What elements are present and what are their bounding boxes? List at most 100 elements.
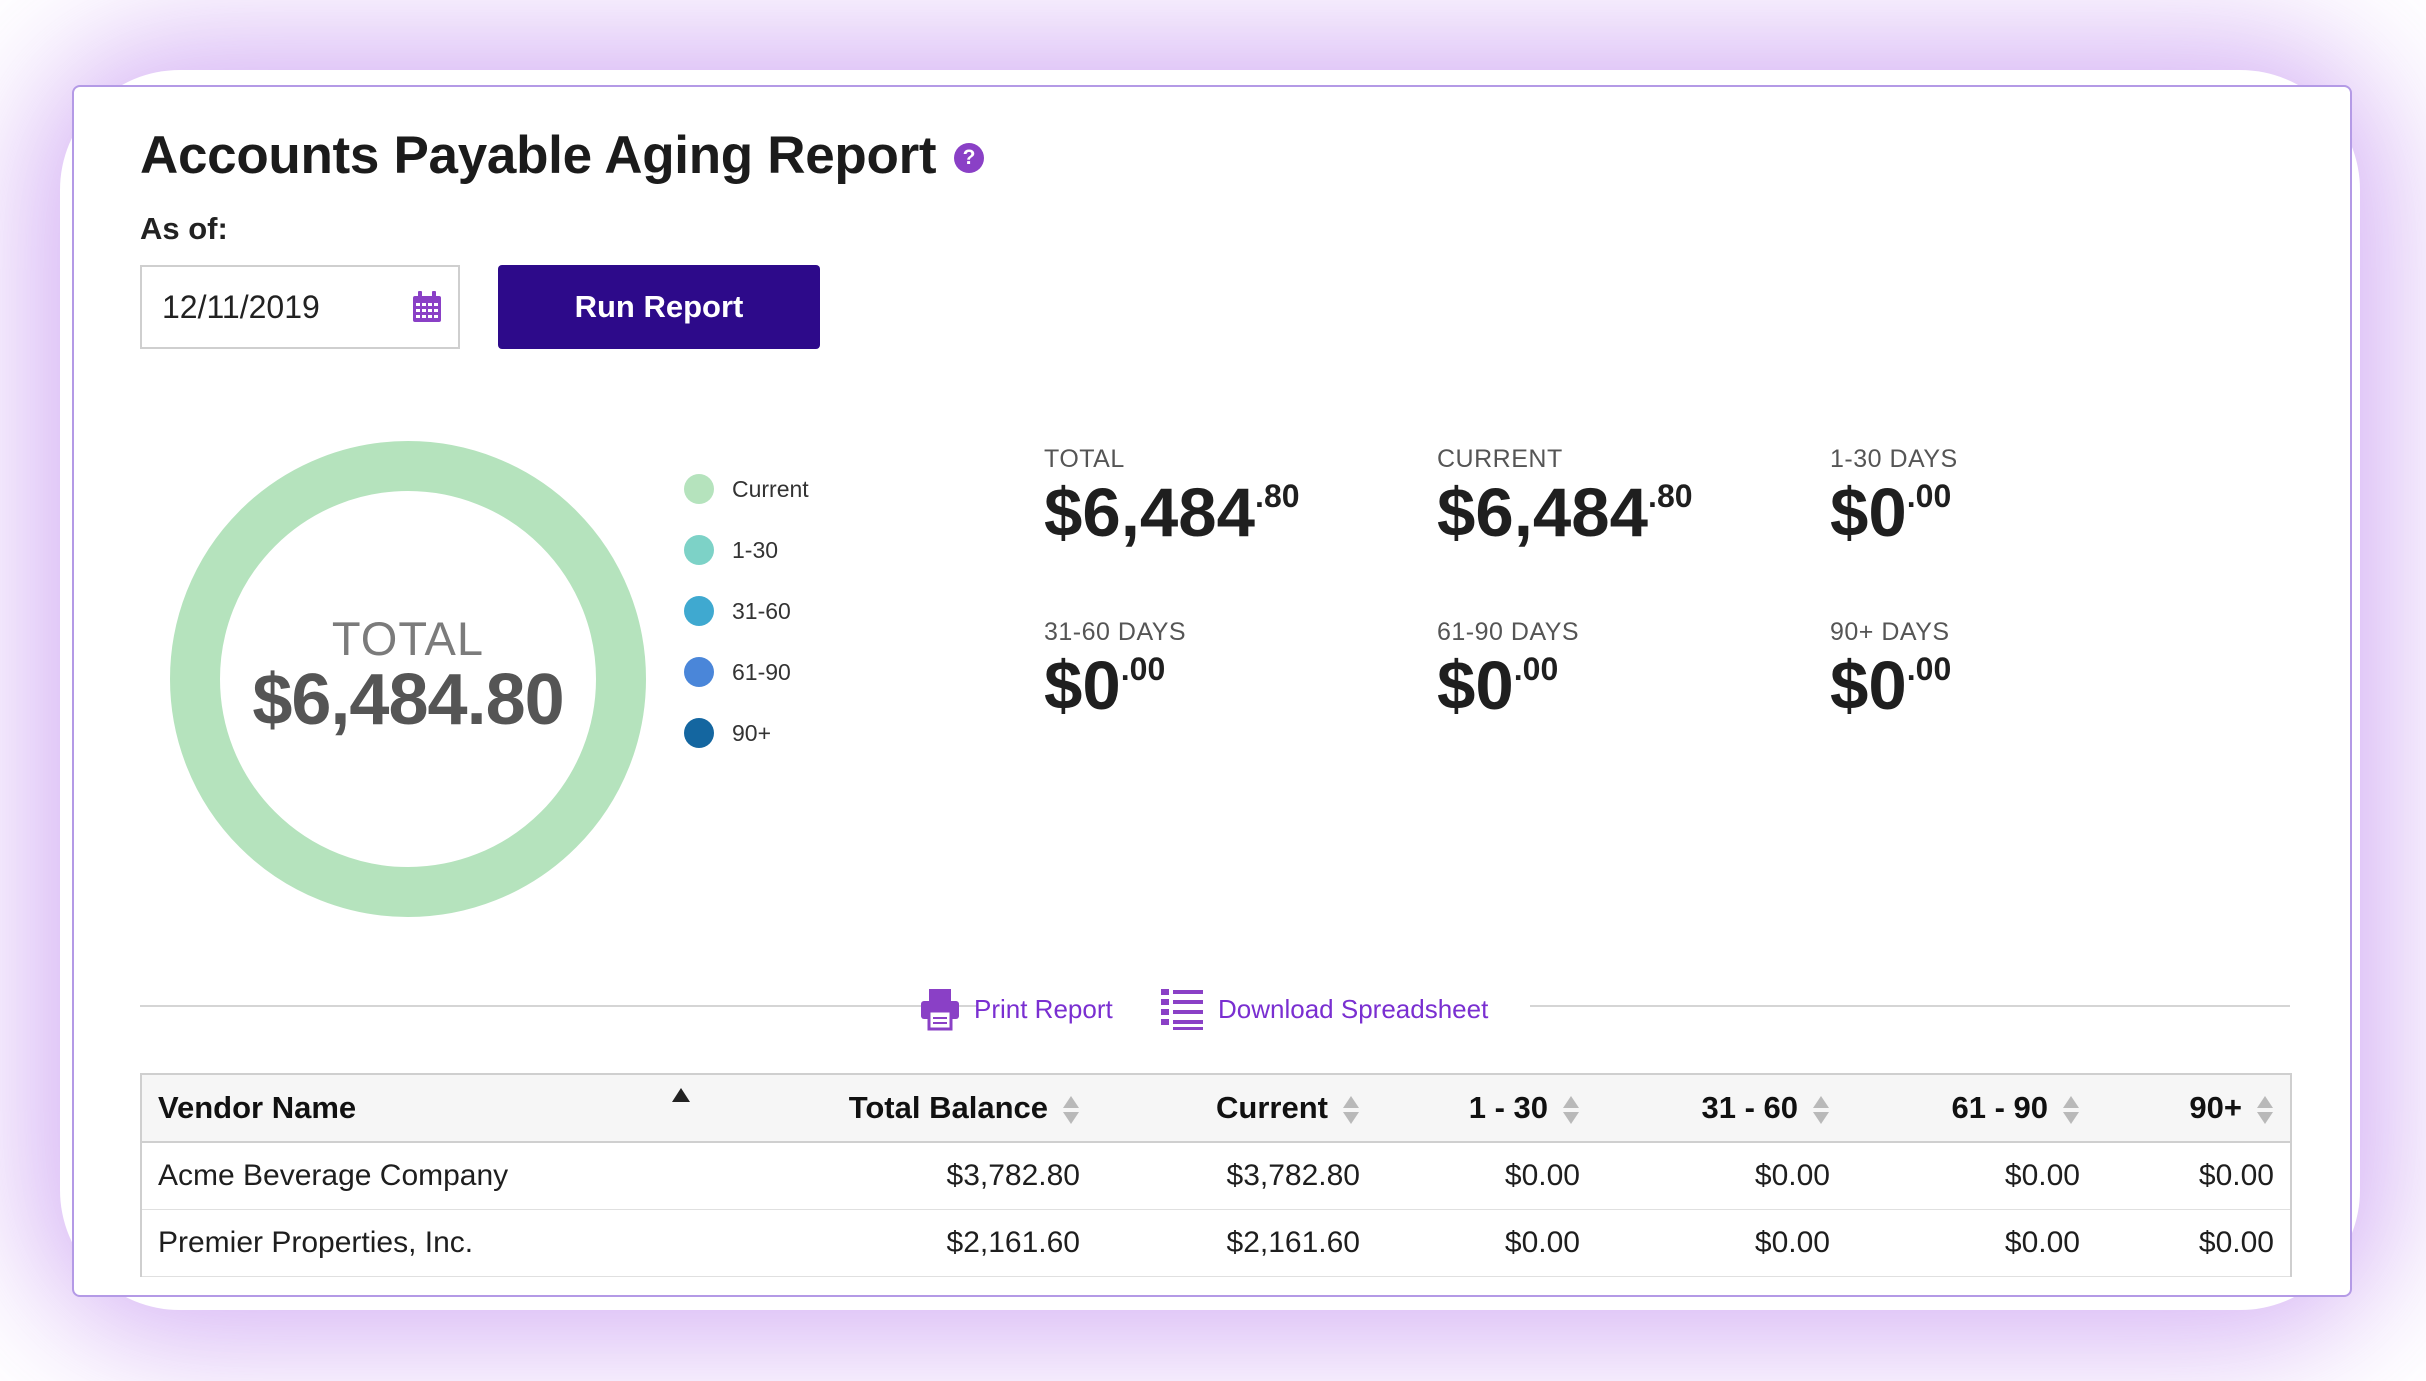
stat-label: 1-30 DAYS [1830, 445, 1958, 473]
legend-dot [684, 718, 714, 748]
print-report-label: Print Report [974, 993, 1113, 1024]
stat-cents: .00 [1906, 651, 1952, 687]
cell-90-plus: $0.00 [2096, 1209, 2292, 1277]
cell-1-30: $0.00 [1376, 1209, 1596, 1277]
cell-1-30: $0.00 [1376, 1142, 1596, 1210]
stat-dollars: $0 [1830, 474, 1907, 551]
spreadsheet-icon [1161, 989, 1203, 1030]
cell-61-90: $0.00 [1846, 1209, 2096, 1277]
stat-31-60-days: 31-60 DAYS $0.00 [1044, 618, 1404, 720]
stat-label: 61-90 DAYS [1437, 618, 1580, 646]
legend-item-61-90: 61-90 [684, 655, 844, 689]
print-report-link[interactable]: Print Report [920, 985, 1113, 1033]
legend-item-31-60: 31-60 [684, 594, 844, 628]
col-header-31-60[interactable]: 31 - 60 [1596, 1073, 1846, 1143]
table-row[interactable]: Premier Properties, Inc. $2,161.60 $2,16… [140, 1209, 2292, 1277]
legend-dot [684, 596, 714, 626]
stat-cents: .00 [1513, 651, 1559, 687]
col-header-61-90[interactable]: 61 - 90 [1846, 1073, 2096, 1143]
col-header-90-plus[interactable]: 90+ [2096, 1073, 2292, 1143]
stat-61-90-days: 61-90 DAYS $0.00 [1437, 618, 1797, 720]
run-report-button[interactable]: Run Report [498, 265, 820, 349]
stat-dollars: $6,484 [1437, 474, 1649, 551]
stat-value: $0.00 [1044, 651, 1404, 720]
download-spreadsheet-label: Download Spreadsheet [1218, 993, 1489, 1024]
stat-value: $6,484.80 [1437, 478, 1797, 547]
cell-vendor-name: Acme Beverage Company [140, 1142, 706, 1210]
divider-right [1530, 1005, 2290, 1007]
report-card: Accounts Payable Aging Report ? As of: R… [72, 85, 2352, 1297]
cell-90-plus: $0.00 [2096, 1142, 2292, 1210]
donut-svg [170, 441, 646, 917]
stat-label: 31-60 DAYS [1044, 618, 1187, 646]
col-header-current[interactable]: Current [1096, 1073, 1376, 1143]
stat-label: CURRENT [1437, 445, 1563, 473]
stat-cents: .00 [1906, 478, 1952, 514]
col-header-label: 61 - 90 [1951, 1090, 2048, 1125]
calendar-icon[interactable] [412, 291, 442, 323]
stat-value: $0.00 [1437, 651, 1797, 720]
donut-slice-current [170, 441, 646, 917]
legend-label: 90+ [732, 720, 772, 746]
printer-icon [921, 989, 959, 1031]
col-header-1-30[interactable]: 1 - 30 [1376, 1073, 1596, 1143]
stat-value: $6,484.80 [1044, 478, 1404, 547]
cell-31-60: $0.00 [1596, 1142, 1846, 1210]
sort-icon[interactable] [2256, 1094, 2274, 1126]
col-header-total-balance[interactable]: Total Balance [706, 1073, 1096, 1143]
as-of-label: As of: [140, 211, 228, 246]
legend-item-1-30: 1-30 [684, 533, 844, 567]
as-of-date-field[interactable] [140, 265, 460, 349]
sort-icon[interactable] [1062, 1094, 1080, 1126]
download-spreadsheet-link[interactable]: Download Spreadsheet [1160, 985, 1488, 1033]
stat-1-30-days: 1-30 DAYS $0.00 [1830, 445, 2190, 547]
legend-dot [684, 535, 714, 565]
col-header-label: Current [1216, 1090, 1328, 1125]
stat-label: 90+ DAYS [1830, 618, 1950, 646]
question-circle-icon[interactable]: ? [954, 143, 984, 173]
stat-label: TOTAL [1044, 445, 1125, 473]
aging-donut-chart: TOTAL $6,484.80 [168, 439, 648, 919]
stat-total: TOTAL $6,484.80 [1044, 445, 1404, 547]
legend-label: 1-30 [732, 537, 779, 563]
stat-value: $0.00 [1830, 478, 2190, 547]
stat-dollars: $0 [1830, 647, 1907, 724]
legend-label: 31-60 [732, 598, 791, 624]
col-header-label: Total Balance [848, 1090, 1048, 1125]
page-title: Accounts Payable Aging Report [140, 126, 937, 185]
as-of-date-input[interactable] [162, 267, 382, 347]
col-header-label: Vendor Name [158, 1090, 357, 1125]
stat-cents: .80 [1255, 478, 1300, 514]
cell-total-balance: $3,782.80 [706, 1142, 1096, 1210]
col-header-label: 1 - 30 [1468, 1090, 1548, 1125]
stat-value: $0.00 [1830, 651, 2190, 720]
col-header-vendor-name[interactable]: Vendor Name [140, 1073, 706, 1143]
legend-item-90-plus: 90+ [684, 716, 844, 750]
table-row[interactable]: Acme Beverage Company $3,782.80 $3,782.8… [140, 1142, 2292, 1210]
col-header-label: 31 - 60 [1701, 1090, 1798, 1125]
legend-item-current: Current [684, 472, 844, 506]
legend-dot [684, 657, 714, 687]
legend-label: Current [732, 476, 809, 502]
sort-icon[interactable] [2062, 1094, 2080, 1126]
cell-vendor-name: Premier Properties, Inc. [140, 1209, 706, 1277]
sort-ascending-icon[interactable] [672, 1088, 690, 1102]
stat-dollars: $6,484 [1044, 474, 1256, 551]
legend-dot [684, 474, 714, 504]
stat-dollars: $0 [1044, 647, 1121, 724]
divider-left [140, 1005, 978, 1007]
cell-total-balance: $2,161.60 [706, 1209, 1096, 1277]
donut-total-label: TOTAL [331, 612, 485, 665]
cell-61-90: $0.00 [1846, 1142, 2096, 1210]
donut-total-value: $6,484.80 [252, 660, 564, 740]
col-header-label: 90+ [2189, 1090, 2242, 1125]
cell-current: $3,782.80 [1096, 1142, 1376, 1210]
vendor-aging-table: Vendor Name Total Balance Current 1 - 30… [140, 1073, 2292, 1277]
table-header-row: Vendor Name Total Balance Current 1 - 30… [140, 1073, 2292, 1143]
sort-icon[interactable] [1562, 1094, 1580, 1126]
sort-icon[interactable] [1342, 1094, 1360, 1126]
sort-icon[interactable] [1812, 1094, 1830, 1126]
legend-label: 61-90 [732, 659, 791, 685]
cell-current: $2,161.60 [1096, 1209, 1376, 1277]
stat-cents: .80 [1648, 478, 1693, 514]
